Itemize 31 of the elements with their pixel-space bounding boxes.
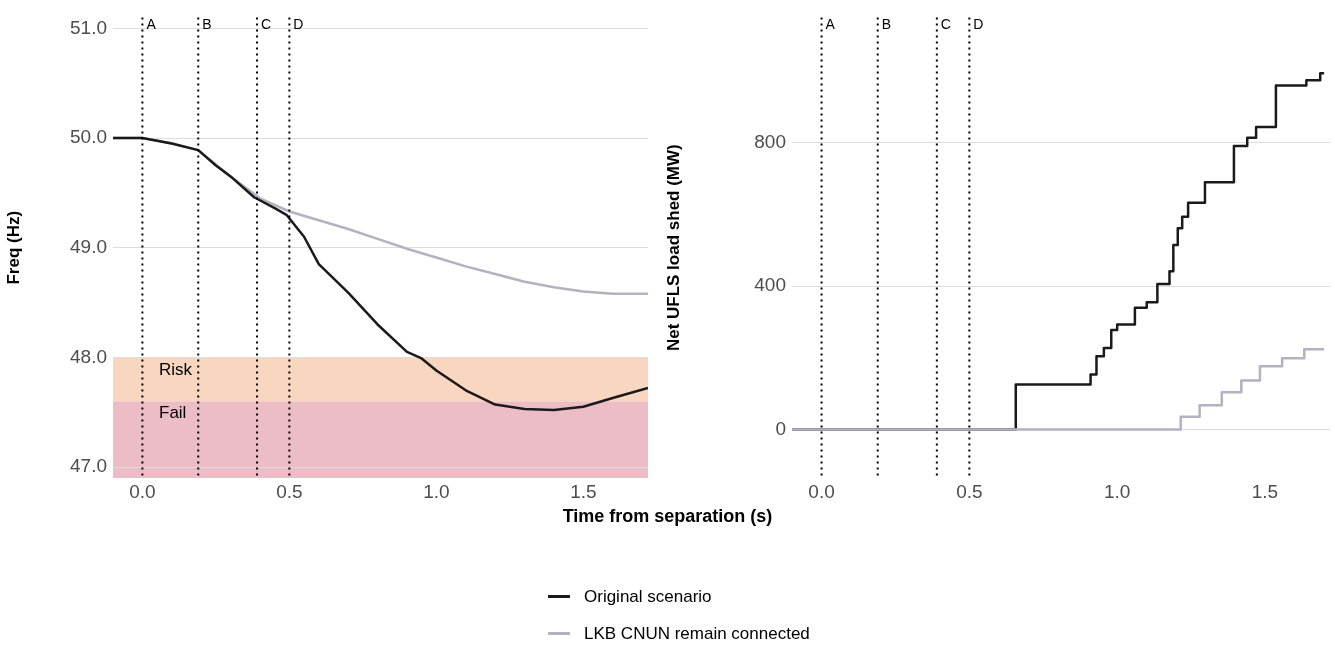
ref-line-label: C bbox=[261, 16, 272, 33]
x-tick-label: 1.0 bbox=[1103, 480, 1131, 502]
x-tick-label: 1.5 bbox=[570, 480, 597, 502]
y-tick-label: 47.0 bbox=[70, 455, 107, 477]
y-axis-title: Net UFLS load shed (MW) bbox=[663, 144, 683, 352]
ref-line-label: B bbox=[202, 16, 212, 33]
y-tick-label: 800 bbox=[754, 131, 786, 153]
x-tick-label: 0.0 bbox=[129, 480, 156, 502]
ref-line-label: C bbox=[940, 16, 951, 33]
legend-label: LKB CNUN remain connected bbox=[584, 623, 810, 644]
x-tick-label: 0.5 bbox=[276, 480, 303, 502]
x-tick-label: 0.5 bbox=[956, 480, 983, 502]
band-label: Fail bbox=[159, 403, 187, 423]
x-tick-label: 0.0 bbox=[808, 480, 835, 502]
x-axis-title: Time from separation (s) bbox=[561, 506, 774, 527]
ref-line-label: B bbox=[881, 16, 892, 33]
ref-line-label: A bbox=[146, 16, 157, 33]
x-tick-label: 1.0 bbox=[423, 480, 450, 502]
y-tick-label: 400 bbox=[754, 274, 786, 296]
y-tick-label: 48.0 bbox=[70, 345, 107, 367]
legend-label: Original scenario bbox=[584, 586, 712, 607]
y-tick-label: 0 bbox=[775, 417, 786, 439]
y-axis-title: Freq (Hz) bbox=[3, 210, 23, 285]
y-tick-label: 50.0 bbox=[70, 126, 107, 148]
y-tick-label: 51.0 bbox=[70, 16, 107, 38]
x-tick-label: 1.5 bbox=[1251, 480, 1279, 502]
ref-line-label: D bbox=[293, 16, 304, 33]
ref-line-label: D bbox=[973, 16, 984, 33]
y-tick-label: 49.0 bbox=[70, 235, 107, 257]
ref-line-label: A bbox=[825, 16, 836, 33]
band-label: Risk bbox=[159, 359, 193, 379]
